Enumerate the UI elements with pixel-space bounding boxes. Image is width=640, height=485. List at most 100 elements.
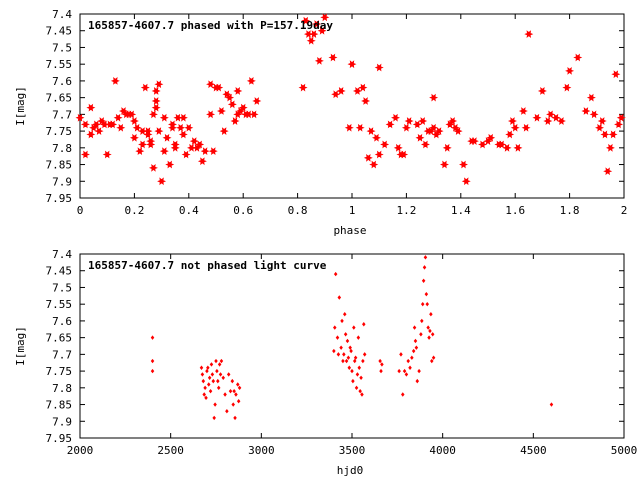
data-point	[225, 409, 229, 414]
data-point	[608, 130, 618, 139]
data-point	[417, 368, 421, 374]
data-point	[429, 123, 439, 132]
data-point	[439, 160, 449, 169]
data-point	[549, 402, 554, 407]
x-tick-label: 4000	[429, 444, 456, 457]
phased-plot-points	[75, 13, 626, 186]
data-point	[347, 365, 352, 370]
x-tick-label: 0.8	[288, 204, 308, 217]
data-point	[176, 123, 186, 132]
data-point	[189, 137, 199, 146]
data-point	[328, 53, 338, 62]
data-point	[246, 77, 256, 85]
data-point	[203, 385, 207, 391]
data-point	[214, 83, 224, 92]
data-point	[116, 123, 126, 132]
data-point	[342, 312, 347, 317]
data-point	[430, 358, 434, 364]
phased-plot-xlabel: phase	[333, 224, 366, 237]
data-point	[586, 93, 596, 102]
data-point	[208, 147, 218, 156]
x-tick-label: 5000	[611, 444, 638, 457]
data-point	[420, 318, 424, 324]
data-point	[532, 113, 542, 122]
data-point	[430, 332, 435, 337]
data-point	[402, 368, 407, 374]
data-point	[385, 120, 395, 129]
data-point	[218, 372, 223, 377]
y-tick-label: 7.8	[52, 142, 72, 155]
data-point	[178, 130, 188, 139]
data-point	[371, 133, 381, 142]
data-point	[219, 127, 229, 135]
data-point	[507, 117, 517, 125]
data-point	[225, 93, 235, 102]
data-point	[401, 392, 405, 397]
y-tick-label: 7.6	[52, 75, 72, 88]
data-point	[332, 348, 336, 354]
data-point	[331, 90, 341, 99]
data-point	[91, 120, 101, 129]
data-point	[361, 358, 365, 364]
data-point	[362, 352, 367, 357]
data-point	[301, 16, 311, 25]
data-point	[411, 348, 416, 354]
data-point	[154, 80, 164, 89]
data-point	[150, 368, 155, 374]
data-point	[412, 325, 417, 330]
data-point	[138, 140, 148, 149]
x-tick-label: 3000	[248, 444, 275, 457]
data-point	[359, 375, 363, 380]
data-point	[565, 66, 575, 75]
data-point	[419, 332, 423, 337]
data-point	[201, 378, 206, 384]
data-point	[404, 372, 409, 377]
data-point	[213, 402, 217, 407]
data-point	[413, 338, 418, 344]
unphased-light-curve-panel: 2000 2500 3000 3500 4000 4500 5000 7.4 7.45 7.5 7.…	[14, 248, 637, 477]
data-point	[202, 392, 206, 397]
data-point	[363, 153, 373, 162]
data-point	[303, 30, 313, 38]
data-point	[195, 140, 205, 149]
data-point	[353, 355, 358, 360]
y-tick-label: 7.95	[46, 192, 73, 205]
data-point	[129, 117, 139, 125]
y-tick-label: 7.55	[46, 298, 73, 311]
phased-light-curve-panel: 0 0.2 0.4 0.6 0.8 1 1.2 1.4 1.6 1.8 2 7.4 7.45 7.5 7.5…	[14, 8, 627, 237]
data-point	[238, 103, 248, 112]
data-point	[227, 100, 237, 109]
data-point	[129, 133, 139, 142]
data-point	[342, 352, 346, 357]
data-point	[357, 365, 362, 370]
data-point	[216, 378, 220, 384]
data-point	[86, 103, 96, 112]
data-point	[352, 358, 357, 364]
y-tick-label: 7.65	[46, 332, 73, 345]
y-tick-label: 7.65	[46, 92, 73, 105]
y-tick-label: 7.85	[46, 399, 73, 412]
phased-plot-title: 165857-4607.7 phased with P=157.19day	[88, 19, 333, 32]
data-point	[486, 133, 496, 142]
x-tick-label: 0.6	[233, 204, 253, 217]
data-point	[216, 107, 226, 115]
unphased-plot-ticks: 2000 2500 3000 3500 4000 4500 5000 7.4 7.45 7.5 7.…	[46, 248, 638, 457]
data-point	[401, 123, 411, 132]
data-point	[380, 140, 390, 149]
data-point	[543, 117, 553, 125]
phased-plot-ticks: 0 0.2 0.4 0.6 0.8 1 1.2 1.4 1.6 1.8 2 7.4 7.45 7.5 7.5…	[46, 8, 628, 217]
data-point	[351, 378, 355, 384]
phased-plot-ylabel: I[mag]	[14, 86, 27, 126]
data-point	[223, 392, 227, 397]
data-point	[197, 157, 207, 166]
data-point	[505, 130, 515, 139]
data-point	[340, 318, 344, 324]
data-point	[199, 365, 204, 370]
data-point	[551, 113, 561, 122]
data-point	[200, 147, 210, 156]
y-tick-label: 7.45	[46, 265, 73, 278]
data-point	[170, 140, 180, 149]
data-point	[337, 295, 342, 300]
